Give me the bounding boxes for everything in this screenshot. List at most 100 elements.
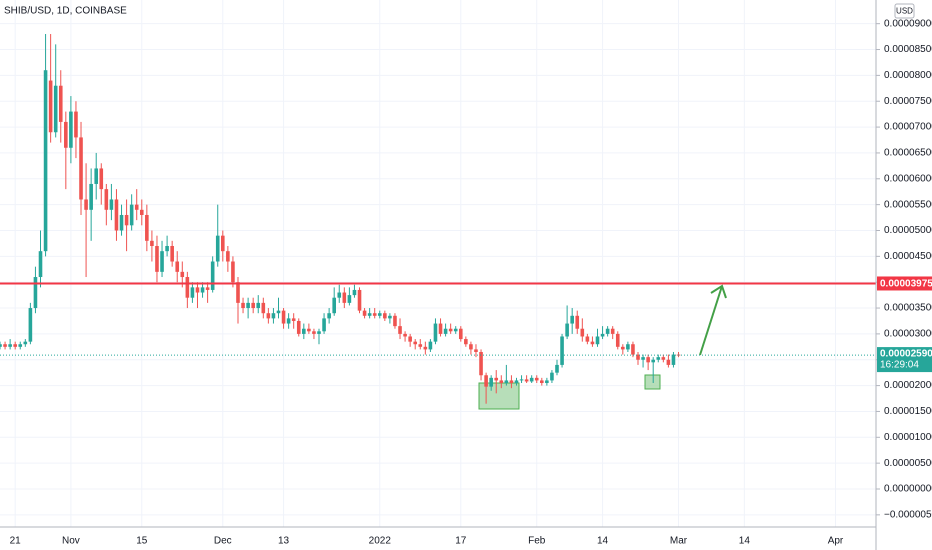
price-axis: 0.00009000 0.00008500 0.00008000 0.00007500… <box>876 18 932 520</box>
candle-body <box>327 313 331 319</box>
candle-body <box>23 341 28 345</box>
x-tick-label: Dec <box>214 536 232 547</box>
y-tick-label: 0.00003000 <box>884 329 932 340</box>
candle-body <box>312 331 316 334</box>
candle-body <box>210 261 215 290</box>
x-tick-label: Apr <box>828 536 844 547</box>
candle-body <box>610 328 615 334</box>
last-price-bg <box>877 347 932 373</box>
y-tick-label: 0.00007500 <box>884 96 932 107</box>
candle-body <box>145 214 149 241</box>
candle-body <box>190 287 195 298</box>
candle-body <box>296 320 301 334</box>
candle-body <box>428 341 433 350</box>
candle-body <box>99 168 104 190</box>
symbol-title: SHIB/USD, 1D, COINBASE <box>4 6 127 17</box>
candle-body <box>89 183 93 210</box>
candle-body <box>104 189 109 210</box>
last-price-label: 0.00002590 <box>880 349 932 360</box>
candle-body <box>64 121 68 148</box>
y-tick-label: 0.00005500 <box>884 199 932 210</box>
candle-body <box>590 341 595 345</box>
highlight-box <box>644 374 661 390</box>
candle-body <box>651 359 656 363</box>
candle-body <box>585 336 590 342</box>
candle-body <box>398 326 402 334</box>
candle-body <box>266 313 271 319</box>
candle-body <box>570 315 574 324</box>
candle-body <box>231 261 235 283</box>
candle-body <box>48 80 53 133</box>
candle-body <box>342 292 347 303</box>
candle-body <box>560 336 564 365</box>
x-tick-label: Mar <box>670 536 688 547</box>
candle-body <box>200 287 205 293</box>
candle-body <box>307 328 311 332</box>
candle-body <box>499 380 504 384</box>
candle-body <box>605 328 610 334</box>
candle-body <box>540 380 544 384</box>
y-tick-label: 0.00000500 <box>884 458 932 469</box>
candle-body <box>408 336 412 342</box>
candle-body <box>185 277 190 298</box>
candle-body <box>347 295 352 303</box>
candle-body <box>357 289 362 311</box>
candle-body <box>0 344 2 347</box>
candle-body <box>18 344 23 347</box>
candle-body <box>134 204 139 210</box>
candle-body <box>646 357 650 363</box>
candle-body <box>362 310 367 316</box>
candle-body <box>636 354 640 360</box>
y-tick-label: 0.00003500 <box>884 303 932 314</box>
y-tick-label: 0.00008000 <box>884 70 932 81</box>
y-tick-label: 0.00005000 <box>884 225 932 236</box>
candle-body <box>180 271 185 278</box>
candle-body <box>403 333 407 337</box>
candle-body <box>524 379 529 382</box>
y-tick-label: 0.00001000 <box>884 432 932 443</box>
candle-body <box>631 344 635 355</box>
candle-body <box>215 235 220 262</box>
arrow <box>699 285 723 356</box>
candle-body <box>271 313 276 319</box>
candle-body <box>595 336 600 345</box>
candle-body <box>160 251 164 272</box>
candle-body <box>352 289 357 296</box>
candle-body <box>109 199 114 210</box>
candle-body <box>621 346 625 350</box>
currency-badge[interactable] <box>894 3 915 19</box>
candles <box>0 34 681 404</box>
candle-body <box>433 323 438 342</box>
candle-body <box>514 380 519 384</box>
y-tick-label: 0.00002000 <box>884 380 932 391</box>
x-tick-label: Feb <box>528 536 546 547</box>
candle-body <box>641 357 645 360</box>
overlay <box>0 282 876 356</box>
candle-body <box>388 315 392 319</box>
candle-body <box>302 328 306 334</box>
candle-body <box>661 357 666 360</box>
candle-body <box>195 287 200 293</box>
candle-body <box>458 328 463 340</box>
candle-body <box>438 323 443 334</box>
candle-body <box>332 297 336 314</box>
candle-body <box>575 315 580 329</box>
candle-body <box>53 85 58 133</box>
candle-body <box>671 354 676 365</box>
candle-body <box>565 323 569 337</box>
candle-body <box>58 85 63 122</box>
candle-body <box>114 199 119 231</box>
candle-body <box>155 245 159 272</box>
x-tick-label: 13 <box>278 536 290 547</box>
candle-body <box>443 328 448 334</box>
candle-body <box>423 346 428 350</box>
candle-body <box>286 318 291 324</box>
highlight-box <box>478 382 520 410</box>
y-tick-label: 0.00007000 <box>884 122 932 133</box>
candle-body <box>383 313 387 319</box>
candle-body <box>33 277 38 309</box>
candle-body <box>256 302 261 309</box>
candle-body <box>74 111 78 138</box>
level-label: 0.00003975 <box>880 279 932 290</box>
